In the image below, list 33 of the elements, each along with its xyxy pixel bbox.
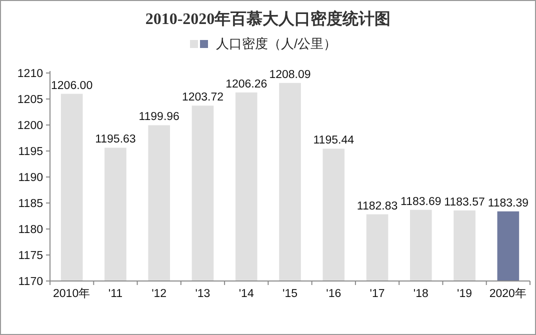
y-tick-label: 1185 [18,198,43,210]
legend-label: 人口密度（人/公里） [216,36,337,51]
x-tick-label: '18 [413,288,428,300]
y-tick-label: 1190 [18,172,43,184]
y-tick-label: 1205 [17,94,43,106]
x-tick-label: '11 [108,288,123,300]
y-tick-label: 1170 [18,276,43,288]
data-label: 1183.57 [444,196,485,208]
x-tick-label: '16 [326,288,342,300]
y-tick-label: 1210 [17,68,43,80]
data-label: 1203.72 [182,92,224,104]
data-label: 1183.69 [400,196,442,208]
y-tick-label: 1195 [18,146,43,158]
data-label: 1206.26 [226,78,268,90]
data-label: 1183.39 [488,197,529,210]
x-tick-label: '19 [457,288,472,300]
x-tick-label: '14 [238,288,254,300]
x-tick-label: 2020年 [489,287,527,300]
x-tick-label: '15 [282,288,298,300]
x-tick-label: '12 [152,288,167,300]
data-label: 1182.83 [356,200,398,212]
x-tick-label: '17 [370,288,385,300]
y-tick-label: 1200 [17,120,43,132]
y-tick-label: 1180 [18,224,43,236]
data-label: 1206.00 [51,80,93,92]
data-label: 1199.96 [138,111,180,124]
x-tick-label: 2010年 [53,287,91,300]
y-tick-label: 1175 [18,250,43,262]
data-label: 1195.44 [313,134,355,147]
data-label: 1208.09 [269,68,311,81]
x-tick-label: '13 [195,288,210,300]
chart-title: 2010-2020年百慕大人口密度统计图 [145,9,391,28]
data-label: 1195.63 [95,134,136,146]
